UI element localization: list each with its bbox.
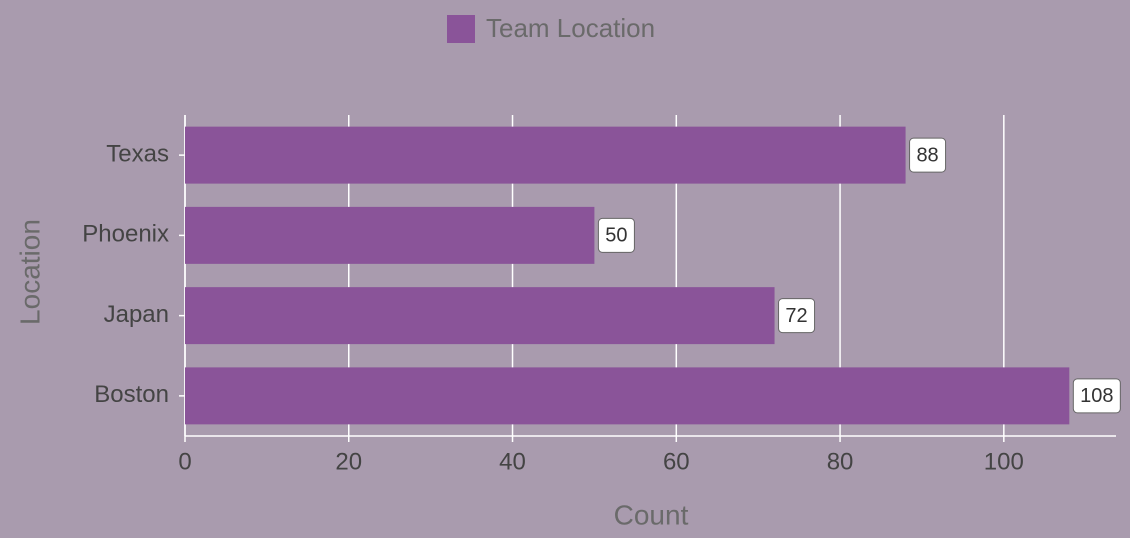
data-label: 50 bbox=[605, 225, 627, 247]
x-tick-label: 20 bbox=[335, 448, 362, 475]
y-tick-label: Boston bbox=[94, 381, 169, 408]
y-axis-title: Location bbox=[14, 219, 45, 325]
data-label: 88 bbox=[916, 144, 938, 166]
data-label: 72 bbox=[785, 305, 807, 327]
legend-swatch bbox=[447, 15, 475, 43]
x-tick-label: 60 bbox=[663, 448, 690, 475]
x-tick-label: 40 bbox=[499, 448, 526, 475]
x-axis-title: Count bbox=[614, 499, 689, 530]
y-tick-label: Japan bbox=[104, 301, 169, 328]
data-label: 108 bbox=[1080, 385, 1113, 407]
bar bbox=[185, 367, 1070, 425]
data-label-box bbox=[778, 298, 816, 334]
legend-label: Team Location bbox=[486, 13, 655, 43]
data-label-box bbox=[1072, 378, 1121, 414]
x-tick-label: 100 bbox=[984, 448, 1024, 475]
bar bbox=[185, 206, 595, 264]
bar bbox=[185, 287, 775, 345]
data-label-box bbox=[597, 217, 635, 253]
x-tick-label: 80 bbox=[827, 448, 854, 475]
y-tick-label: Phoenix bbox=[82, 221, 169, 248]
y-tick-label: Texas bbox=[106, 140, 169, 167]
bar bbox=[185, 126, 906, 184]
x-tick-label: 0 bbox=[178, 448, 191, 475]
data-label-box bbox=[909, 137, 947, 173]
